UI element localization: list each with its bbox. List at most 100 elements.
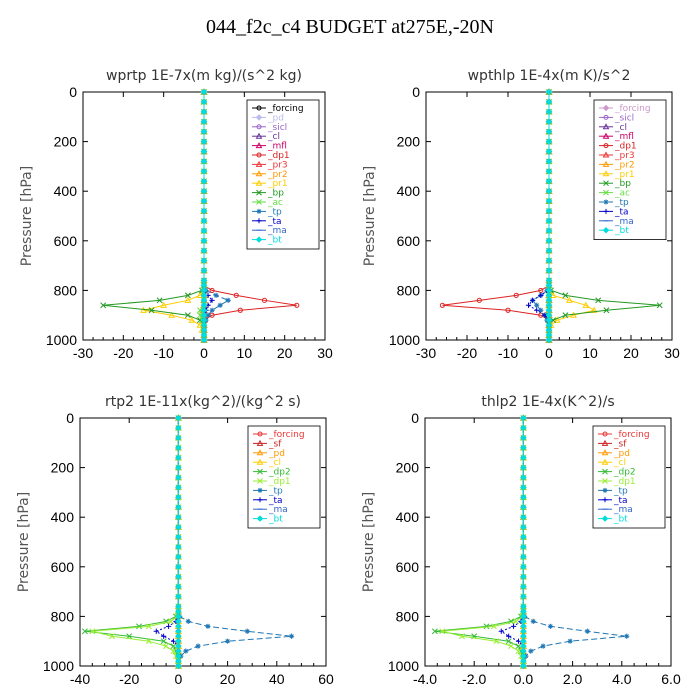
- data-point: [458, 633, 465, 640]
- data-point: [520, 553, 527, 561]
- legend-entry: _dp1: [613, 477, 636, 487]
- data-point: [200, 267, 208, 274]
- series-dp1: [89, 415, 182, 669]
- data-point: [545, 168, 553, 175]
- data-point: [175, 593, 182, 600]
- y-tick-label: 600: [396, 559, 420, 575]
- data-point: [175, 474, 182, 481]
- legend-swatch-marker: [601, 439, 609, 446]
- data-point: [566, 296, 573, 303]
- series-bt: [175, 414, 182, 670]
- data-point: [520, 414, 527, 422]
- series-line: [84, 418, 179, 666]
- data-point: [200, 197, 208, 205]
- x-tick-label: -40: [70, 671, 90, 687]
- data-point: [175, 434, 182, 442]
- x-tick-label: -10: [154, 345, 174, 361]
- data-point: [624, 633, 630, 639]
- page-title: 044_f2c_c4 BUDGET at275E,-20N: [206, 16, 494, 38]
- data-point: [160, 301, 168, 308]
- data-point: [567, 638, 573, 644]
- legend-entry: _ta: [613, 496, 628, 506]
- legend-swatch-marker: [602, 170, 610, 177]
- legend-entry: _tp: [614, 198, 629, 208]
- legend-entry: _ac: [267, 198, 283, 208]
- x-tick-label: 10: [237, 345, 253, 361]
- data-point: [534, 302, 540, 308]
- data-point: [520, 573, 527, 581]
- x-tick-label: 2.0: [563, 671, 583, 687]
- data-point: [175, 494, 182, 501]
- data-point: [200, 187, 208, 195]
- series-line: [143, 92, 205, 340]
- data-point: [545, 267, 553, 274]
- legend-entry: _forcing: [614, 104, 651, 114]
- data-point: [439, 302, 445, 308]
- data-point: [200, 227, 208, 235]
- data-point: [525, 302, 532, 308]
- y-tick-label: 400: [397, 183, 421, 199]
- legend-entry: _pd: [267, 113, 284, 123]
- data-point: [545, 247, 553, 255]
- legend-entry: _mfl: [614, 132, 634, 142]
- legend-swatch-marker: [602, 104, 610, 112]
- data-point: [439, 628, 446, 635]
- legend-entry: _sicl: [614, 113, 634, 123]
- data-point: [520, 563, 527, 571]
- legend-entry: _pd: [613, 449, 630, 459]
- data-point: [545, 108, 553, 116]
- legend-swatch-marker: [602, 487, 608, 493]
- data-point: [200, 158, 208, 165]
- data-point: [200, 128, 208, 135]
- y-tick-label: 0: [69, 84, 77, 100]
- legend-swatch-marker: [602, 431, 608, 437]
- data-point: [175, 464, 182, 471]
- legend-entry: _ta: [267, 217, 282, 227]
- x-tick-label: -20: [113, 345, 133, 361]
- data-point: [145, 638, 152, 645]
- legend-entry: _ac: [614, 189, 630, 199]
- data-point: [200, 88, 208, 96]
- data-point: [188, 316, 196, 323]
- data-point: [145, 623, 152, 630]
- legend-entry: _bp: [614, 179, 631, 189]
- legend-entry: _pr3: [267, 160, 288, 170]
- y-tick-label: 600: [51, 559, 75, 575]
- legend-entry: _ma: [267, 226, 287, 236]
- legend-swatch-marker: [603, 208, 609, 214]
- y-tick-label: 600: [397, 233, 421, 249]
- y-axis-label: Pressure [hPa]: [362, 166, 378, 266]
- data-point: [547, 623, 554, 629]
- y-tick-label: 200: [396, 460, 420, 476]
- y-tick-label: 1000: [388, 658, 419, 674]
- legend-entry: _dp2: [613, 468, 636, 478]
- x-tick-label: 10: [582, 345, 598, 361]
- data-point: [209, 307, 215, 313]
- data-point: [476, 297, 482, 303]
- data-point: [520, 593, 527, 600]
- legend-entry: _cl: [267, 132, 280, 142]
- data-point: [545, 197, 553, 205]
- legend: _forcing_sf_pd_cl_dp2_dp1_tp_ta_ma_bt: [247, 425, 321, 529]
- legend-swatch-marker: [602, 468, 608, 475]
- data-point: [520, 434, 527, 442]
- legend-swatch-marker: [255, 142, 263, 149]
- data-point: [175, 573, 182, 581]
- data-point: [81, 628, 88, 635]
- data-point: [545, 98, 553, 106]
- data-point: [590, 306, 598, 313]
- data-point: [233, 292, 239, 298]
- chart-panel-3: rtp2 1E-11x(kg^2)/(kg^2 s)-40 -20 0 20 40 600…: [16, 394, 334, 687]
- legend-entry: _sf: [268, 439, 282, 449]
- legend-swatch-marker: [602, 160, 610, 167]
- data-point: [545, 336, 553, 344]
- legend-swatch-marker: [601, 515, 609, 522]
- data-point: [530, 297, 536, 303]
- data-point: [506, 633, 512, 639]
- data-point: [520, 533, 527, 541]
- legend-swatch-marker: [256, 124, 262, 130]
- x-tick-label: -30: [416, 345, 436, 361]
- chart-panel-2: wpthlp 1E-4x(m K)/s^2 -30 -20 -10 0 10 20 30 0 20…: [362, 68, 680, 361]
- x-tick-label: 6.0: [661, 671, 681, 687]
- data-point: [184, 292, 191, 299]
